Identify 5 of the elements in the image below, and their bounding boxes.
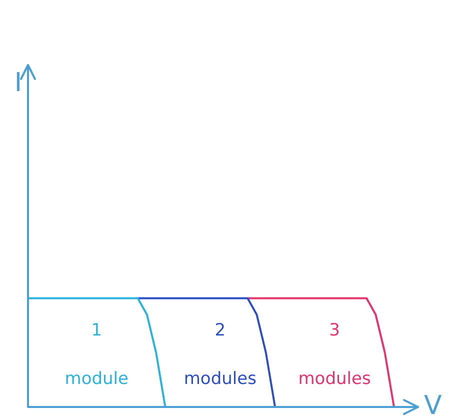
text: 2 modules <box>184 320 256 390</box>
text: I <box>14 68 22 98</box>
x-axis-title: V <box>424 390 442 419</box>
text: 3 modules <box>298 320 371 390</box>
text: 1 module <box>64 320 128 390</box>
